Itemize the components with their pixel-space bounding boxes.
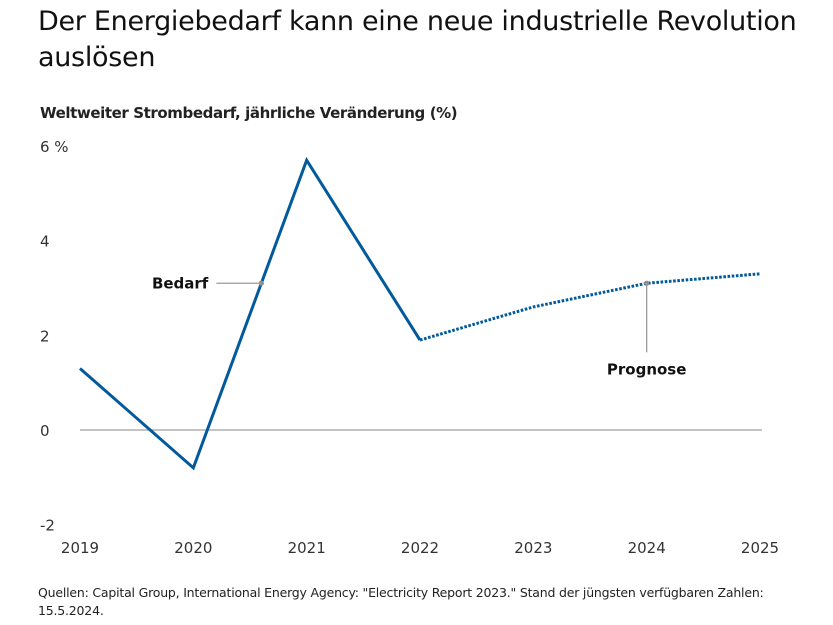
y-tick-label: -2 [40,517,55,535]
x-axis-ticks: 2019 2020 2021 2022 2023 2024 2025 [61,539,779,557]
source-note: Quellen: Capital Group, International En… [38,585,764,618]
page-title: Der Energiebedarf kann eine neue industr… [38,6,797,73]
series-line-prognose [419,272,761,342]
y-tick-label: 6 % [40,138,69,156]
y-tick-label: 2 [40,327,50,345]
chart-subtitle: Weltweiter Strombedarf, jährliche Veränd… [40,104,458,122]
y-tick-label: 4 [40,233,50,251]
series-group [79,156,761,471]
line-chart: -2 0 2 4 6 % 2019 2020 2021 2022 2023 2024 2025 Be… [40,138,779,557]
annotation-label-prognose: Prognose [607,360,687,378]
series-line-bedarf [79,156,422,471]
x-tick-label: 2019 [61,539,99,557]
y-tick-label: 0 [40,422,50,440]
x-tick-label: 2020 [174,539,212,557]
y-axis-ticks: -2 0 2 4 6 % [40,138,69,535]
annotation-label-bedarf: Bedarf [152,274,209,292]
x-tick-label: 2025 [741,539,779,557]
x-tick-label: 2022 [401,539,439,557]
x-tick-label: 2021 [288,539,326,557]
x-tick-label: 2023 [514,539,552,557]
annotations-group: Bedarf Prognose [152,274,686,378]
x-tick-label: 2024 [628,539,666,557]
